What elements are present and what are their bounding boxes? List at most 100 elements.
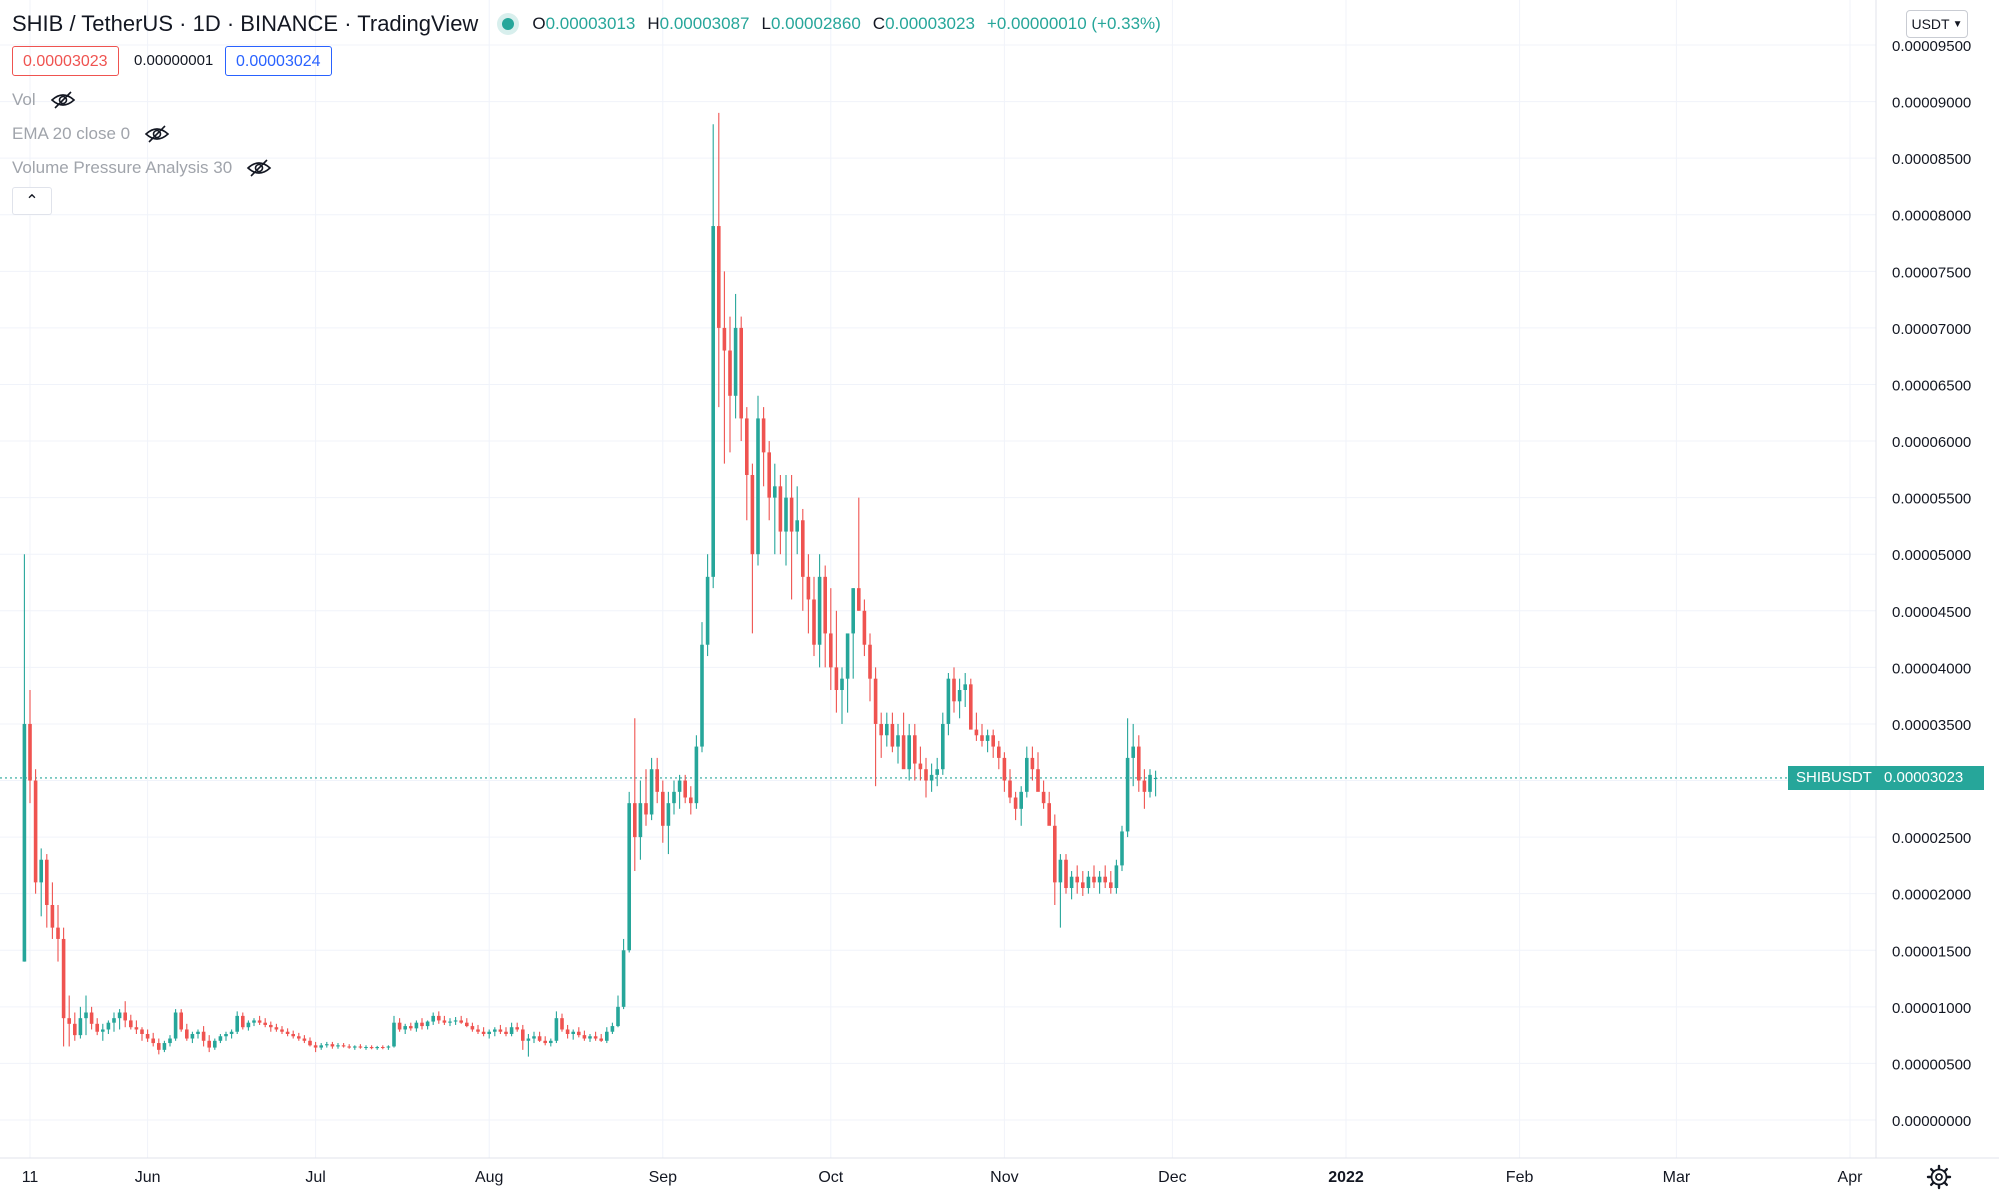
candle-body	[784, 497, 788, 532]
candle-body	[974, 729, 979, 736]
candle-body	[151, 1038, 155, 1044]
candle-body	[319, 1045, 323, 1048]
candle-body	[453, 1020, 458, 1022]
candle-body	[700, 644, 704, 747]
candle-body	[896, 735, 900, 747]
candle-body	[1019, 791, 1023, 809]
candle-body	[403, 1026, 407, 1030]
gear-icon[interactable]	[1926, 1164, 1952, 1190]
candle-body	[952, 678, 956, 702]
candle-body	[1025, 757, 1029, 792]
exchange-label: BINANCE	[240, 11, 339, 36]
last-price-symbol-tag: SHIBUSDT	[1788, 766, 1876, 790]
candle-body	[190, 1034, 195, 1039]
candle-body	[145, 1034, 150, 1039]
open-key: O	[532, 14, 546, 33]
high-value: 0.00003087	[659, 14, 750, 33]
candle-body	[269, 1024, 273, 1028]
eye-off-icon[interactable]	[50, 91, 76, 109]
candle-body	[817, 576, 822, 645]
candle-body	[336, 1045, 340, 1047]
candle-body	[297, 1036, 301, 1039]
candle-body	[1008, 780, 1012, 798]
candle-body	[745, 418, 749, 475]
candle-body	[213, 1040, 217, 1048]
candle-body	[722, 327, 727, 351]
sell-price-button[interactable]: 0.00003023	[12, 46, 119, 76]
candle-body	[795, 520, 799, 532]
candle-body	[935, 769, 939, 775]
interval-label[interactable]: 1D	[192, 11, 221, 36]
candle-body	[733, 327, 738, 396]
candle-body	[851, 588, 855, 634]
candle-body	[414, 1022, 419, 1029]
y-tick-label: 0.00007000	[1892, 321, 1971, 338]
candle-body	[857, 588, 861, 611]
y-tick-label: 0.00001500	[1892, 943, 1971, 960]
indicator-volume-pressure[interactable]: Volume Pressure Analysis 30	[12, 156, 272, 180]
candle-body	[168, 1038, 172, 1044]
candle-body	[879, 723, 883, 736]
candle-body	[330, 1044, 335, 1047]
candle-body	[610, 1026, 615, 1032]
eye-off-icon[interactable]	[144, 125, 170, 143]
candle-body	[1131, 746, 1135, 758]
y-tick-label: 0.00008000	[1892, 208, 1971, 225]
currency-selector[interactable]: USDT ▼	[1906, 10, 1968, 38]
open-value: 0.00003013	[545, 14, 636, 33]
candle-body	[274, 1027, 279, 1030]
y-tick-label: 0.00002500	[1892, 830, 1971, 847]
high-key: H	[647, 14, 660, 33]
candle-body	[1086, 876, 1091, 889]
candle-body	[1114, 865, 1119, 889]
candle-body	[1148, 774, 1152, 792]
candle-body	[638, 803, 643, 838]
candle-body	[901, 735, 906, 770]
x-tick-label: Apr	[1838, 1169, 1864, 1186]
candle-body	[229, 1031, 234, 1034]
spread-value: 0.00000001	[134, 52, 214, 69]
change-value: +0.00000010 (+0.33%)	[986, 14, 1161, 33]
candle-body	[812, 599, 816, 645]
candle-body	[806, 576, 811, 600]
symbol-title[interactable]: SHIB / TetherUS · 1D · BINANCE · Trading…	[12, 11, 479, 36]
candle-body	[224, 1034, 228, 1037]
candle-body	[112, 1018, 116, 1023]
buy-price-button[interactable]: 0.00003024	[225, 46, 332, 76]
candle-body	[1097, 876, 1102, 883]
candle-body	[1041, 791, 1046, 804]
candle-body	[425, 1021, 430, 1027]
candle-body	[694, 746, 699, 804]
indicator-vol[interactable]: Vol	[12, 88, 76, 112]
candle-body	[325, 1044, 329, 1046]
candle-body	[616, 1006, 620, 1027]
candle-body	[263, 1022, 267, 1025]
candle-body	[588, 1036, 592, 1039]
candle-body	[537, 1036, 542, 1041]
candle-body	[308, 1040, 312, 1046]
y-tick-label: 0.00003500	[1892, 717, 1971, 734]
candle-body	[369, 1047, 374, 1049]
candle-body	[218, 1036, 223, 1041]
candle-body	[392, 1022, 396, 1047]
candle-body	[313, 1045, 318, 1048]
candle-body	[1002, 757, 1007, 781]
candle-body	[627, 803, 631, 951]
candle-body	[235, 1015, 239, 1032]
y-tick-label: 0.00002000	[1892, 887, 1971, 904]
candle-body	[241, 1015, 245, 1028]
eye-off-icon[interactable]	[246, 159, 272, 177]
candle-body	[683, 780, 687, 798]
candle-body	[465, 1022, 469, 1027]
candle-body	[45, 859, 49, 905]
candle-body	[73, 1023, 77, 1036]
candle-body	[509, 1027, 514, 1034]
candle-body	[929, 774, 934, 781]
indicator-ema[interactable]: EMA 20 close 0	[12, 122, 170, 146]
candle-body	[95, 1023, 99, 1032]
candle-body	[868, 644, 872, 679]
candle-body	[1047, 803, 1051, 826]
y-tick-label: 0.00000000	[1892, 1113, 1971, 1130]
collapse-legend-button[interactable]: ⌃	[12, 187, 52, 215]
